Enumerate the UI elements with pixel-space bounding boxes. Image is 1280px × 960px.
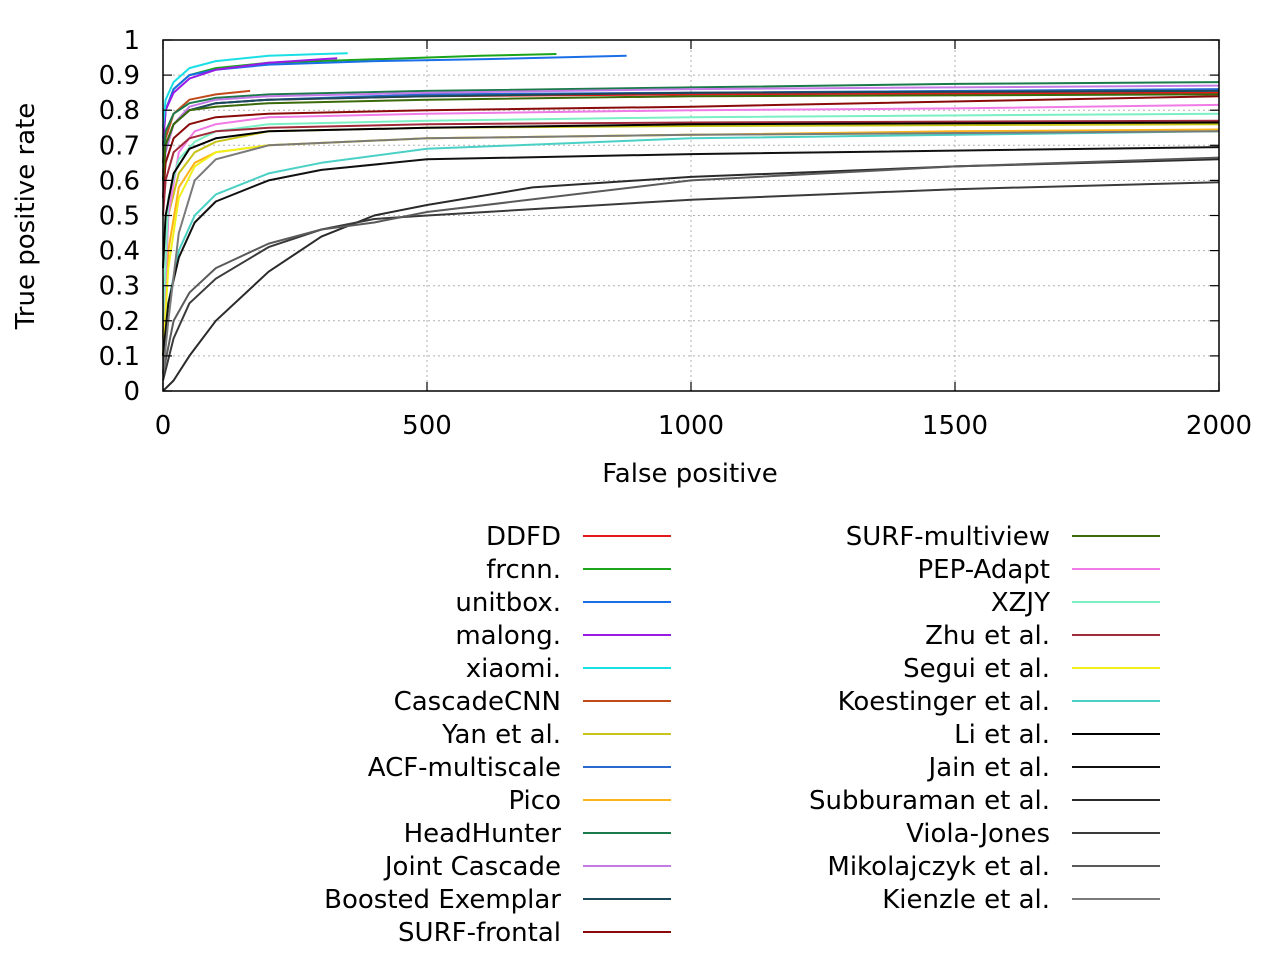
legend-label: DDFD <box>486 522 561 552</box>
legend-label: PEP-Adapt <box>918 555 1051 585</box>
legend-label: frcnn. <box>486 555 561 585</box>
legend: DDFDfrcnn.unitbox.malong.xiaomi.CascadeC… <box>324 522 1160 948</box>
legend-label: CascadeCNN <box>394 687 561 717</box>
series-line <box>162 93 1220 181</box>
y-tick-label: 1 <box>123 26 140 56</box>
series-line <box>162 119 1220 216</box>
y-tick-label: 0.8 <box>99 96 140 126</box>
y-axis-label: True positive rate <box>11 103 41 331</box>
legend-label: Zhu et al. <box>925 621 1050 651</box>
legend-label: Viola-Jones <box>906 819 1050 849</box>
series-line <box>162 57 338 146</box>
x-tick-label: 0 <box>155 411 172 441</box>
grid-lines <box>163 40 1219 391</box>
series-lines <box>162 52 1220 392</box>
x-tick-label: 1500 <box>922 411 988 441</box>
legend-label: Yan et al. <box>441 720 561 750</box>
legend-label: malong. <box>455 621 561 651</box>
legend-label: Li et al. <box>954 720 1050 750</box>
series-line <box>162 89 251 174</box>
series-line <box>162 81 1220 163</box>
series-line <box>162 130 1220 356</box>
series-line <box>162 130 1220 374</box>
y-tick-label: 0.7 <box>99 131 140 161</box>
x-tick-label: 1000 <box>658 411 724 441</box>
legend-label: unitbox. <box>455 588 561 618</box>
series-line <box>162 84 1220 198</box>
series-line <box>162 130 1220 374</box>
legend-label: Boosted Exemplar <box>324 885 561 915</box>
legend-label: SURF-frontal <box>398 918 561 948</box>
x-tick-label: 2000 <box>1186 411 1252 441</box>
legend-label: ACF-multiscale <box>368 753 561 783</box>
legend-label: Jain et al. <box>927 753 1050 783</box>
series-line <box>162 52 348 128</box>
y-tick-label: 0.4 <box>99 237 140 267</box>
series-line <box>162 121 1220 269</box>
legend-label: SURF-multiview <box>846 522 1050 552</box>
y-tick-label: 0.3 <box>99 272 140 302</box>
legend-label: xiaomi. <box>466 654 561 684</box>
y-tick-label: 0.2 <box>99 307 140 337</box>
y-tick-label: 0.6 <box>99 166 140 196</box>
legend-label: Joint Cascade <box>383 852 561 882</box>
y-tick-label: 0 <box>123 377 140 407</box>
legend-label: Segui et al. <box>903 654 1050 684</box>
y-tick-label: 0.9 <box>99 61 140 91</box>
series-line <box>162 156 1220 374</box>
y-tick-label: 0.5 <box>99 202 140 232</box>
x-tick-label: 500 <box>402 411 452 441</box>
legend-label: Subburaman et al. <box>809 786 1050 816</box>
x-axis-ticks: 0 500 1000 1500 2000 <box>155 40 1252 441</box>
legend-label: Mikolajczyk et al. <box>827 852 1050 882</box>
legend-label: Pico <box>508 786 561 816</box>
legend-label: Kienzle et al. <box>882 885 1050 915</box>
series-line <box>162 103 1220 339</box>
series-line <box>162 112 1220 321</box>
x-axis-label: False positive <box>602 459 778 489</box>
y-tick-label: 0.1 <box>99 342 140 372</box>
legend-label: Koestinger et al. <box>838 687 1050 717</box>
legend-label: XZJY <box>991 588 1050 618</box>
legend-label: HeadHunter <box>404 819 562 849</box>
series-line <box>162 123 1220 339</box>
series-line <box>162 95 1220 198</box>
y-axis-ticks: 0 0.1 0.2 0.3 0.4 0.5 0.6 0.7 0.8 0.9 1 <box>99 26 1219 407</box>
